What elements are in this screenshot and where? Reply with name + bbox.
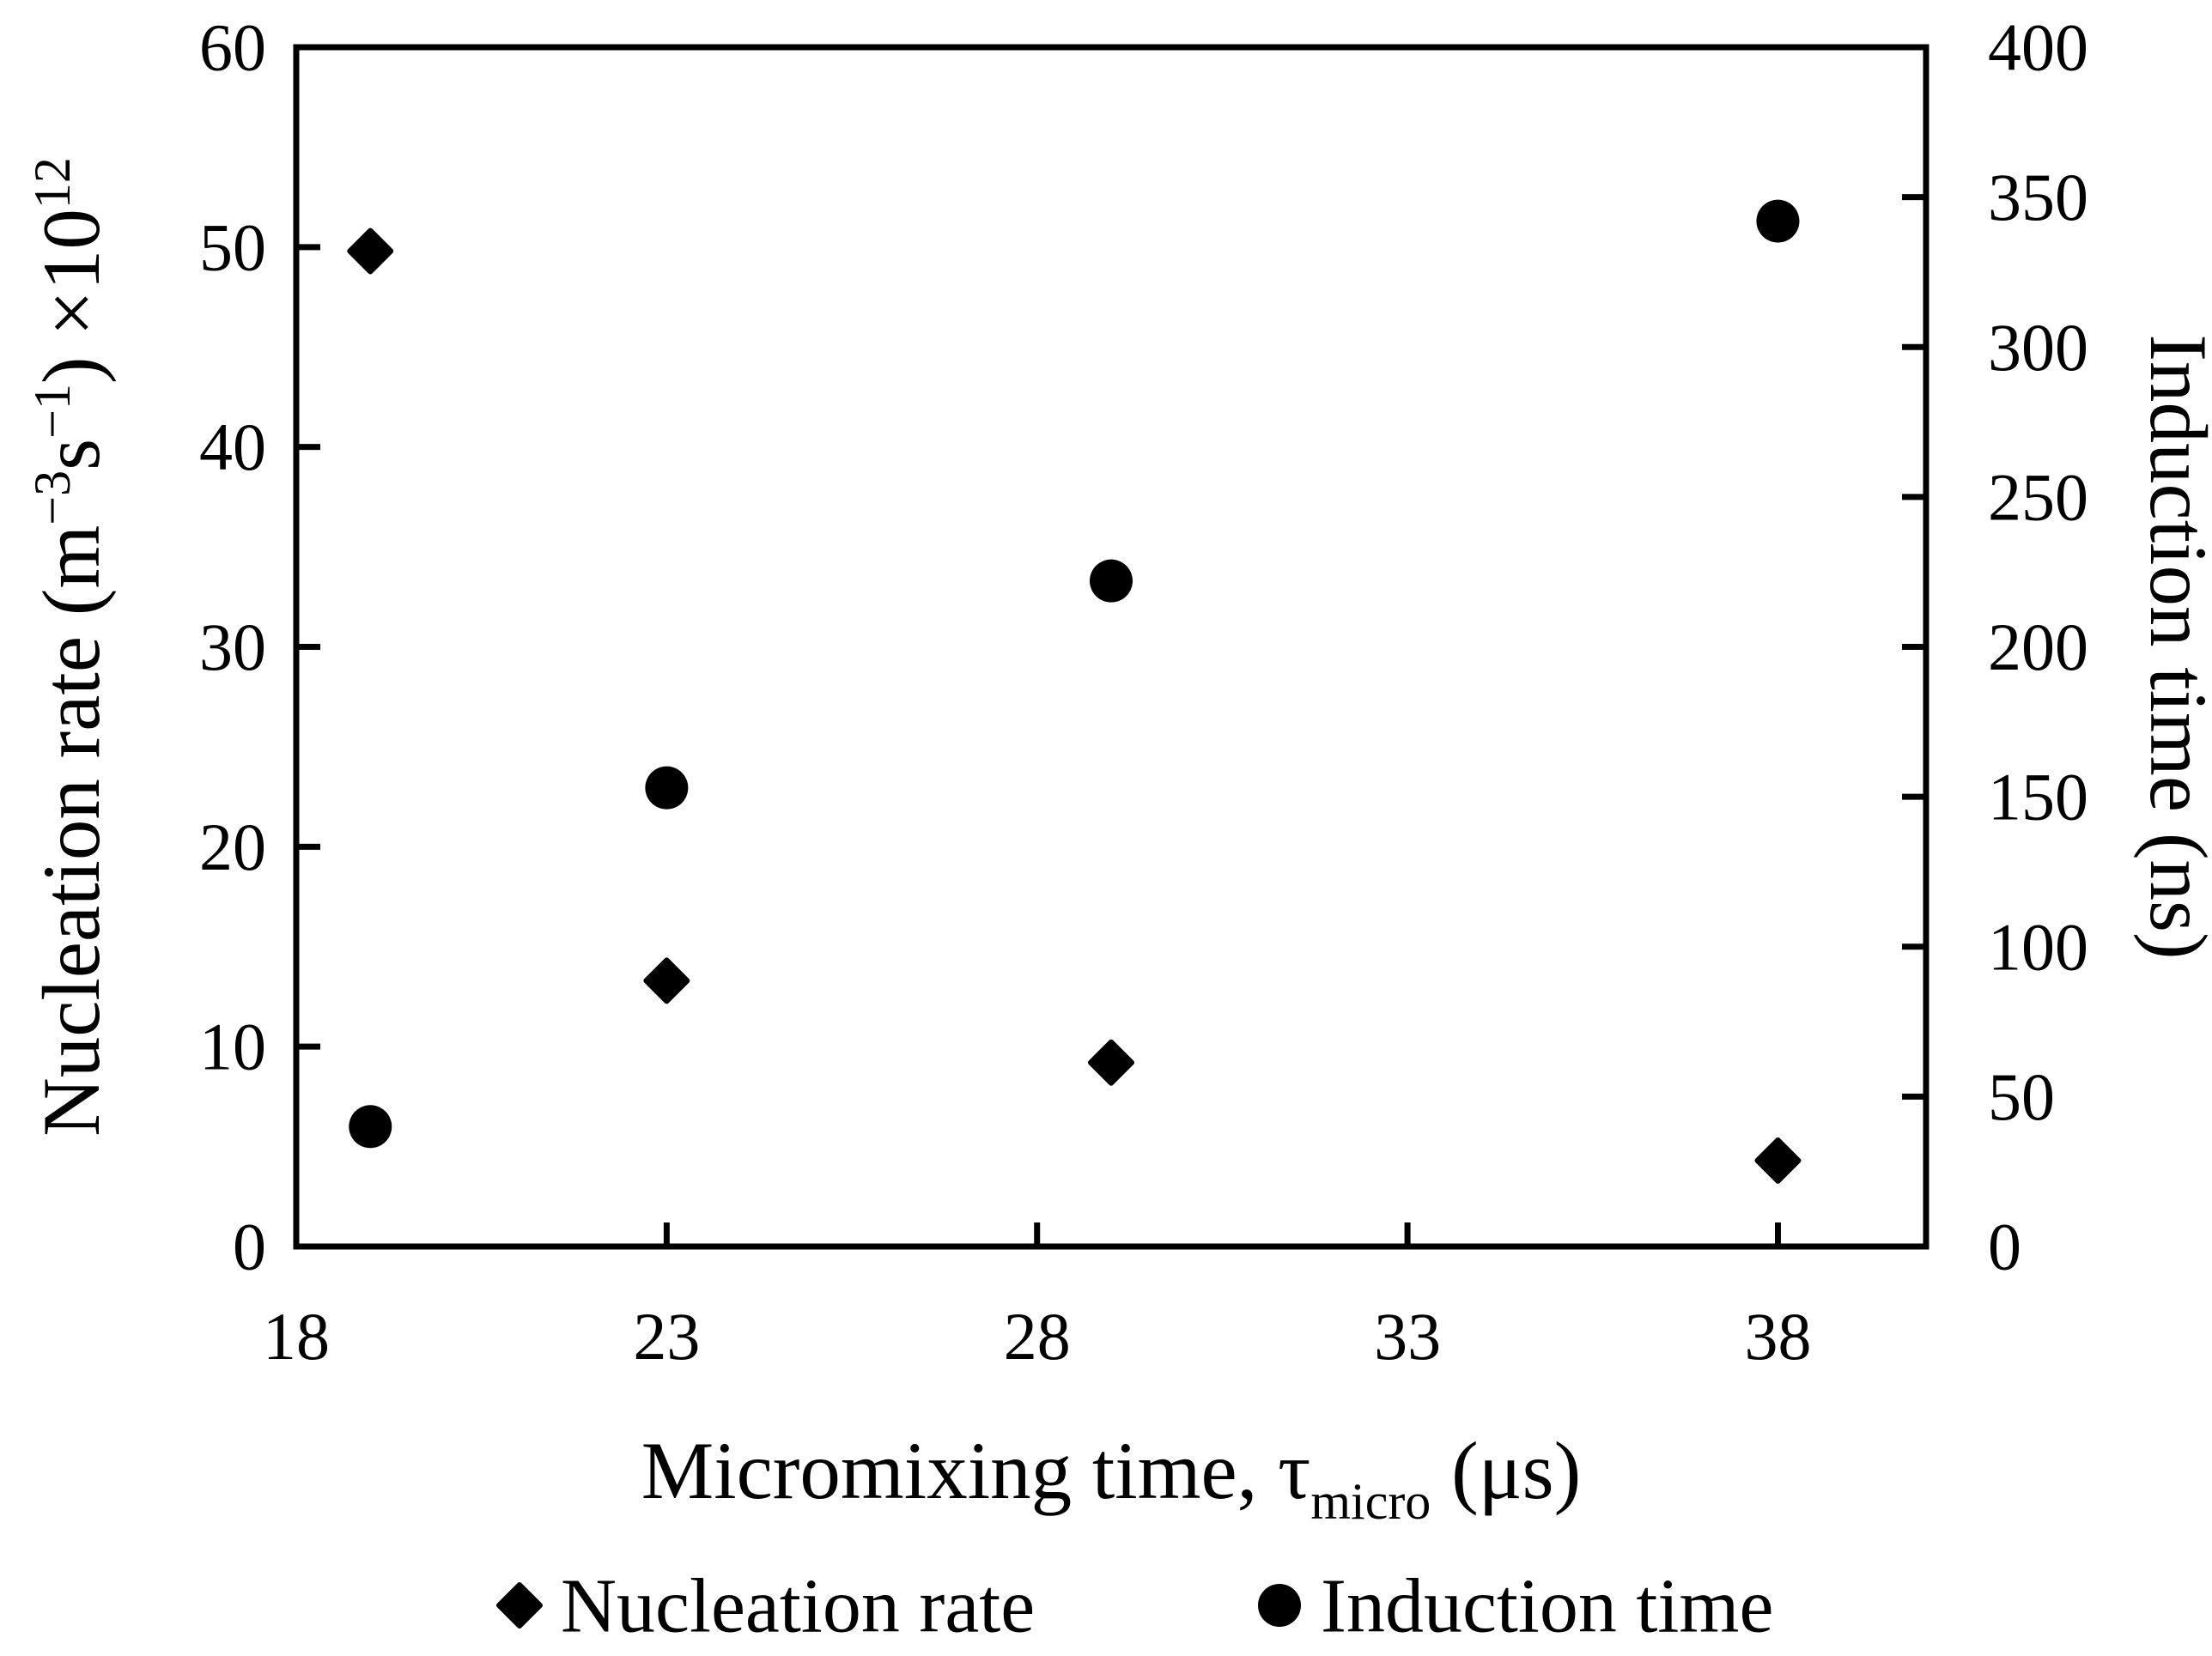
x-axis-tick-label: 28 bbox=[1004, 1299, 1071, 1374]
right-axis-tick-label: 400 bbox=[1988, 10, 2088, 85]
left-axis-tick-label: 10 bbox=[199, 1010, 266, 1084]
axis-title-segment: −3 bbox=[24, 470, 81, 525]
x-axis-tick-label: 33 bbox=[1374, 1299, 1441, 1374]
legend-diamond-icon bbox=[496, 1582, 543, 1629]
x-axis-tick-label: 18 bbox=[263, 1299, 330, 1374]
right-axis-tick-label: 350 bbox=[1988, 160, 2088, 234]
induction-time-point bbox=[645, 766, 689, 810]
left-axis-tick-label: 20 bbox=[199, 810, 266, 884]
left-axis-tick-label: 30 bbox=[199, 610, 266, 684]
legend-circle-icon bbox=[1258, 1584, 1301, 1627]
x-axis-tick-label: 38 bbox=[1744, 1299, 1811, 1374]
nucleation-rate-point bbox=[347, 227, 394, 275]
induction-time-point bbox=[1756, 199, 1800, 243]
right-axis-tick-label: 100 bbox=[1988, 909, 2088, 984]
right-axis-title: Induction time (ns) bbox=[2133, 334, 2212, 959]
axis-title-segment: −1 bbox=[24, 384, 81, 439]
right-axis-tick-label: 50 bbox=[1988, 1059, 2055, 1134]
right-axis-tick-label: 250 bbox=[1988, 459, 2088, 534]
x-axis-tick-label: 23 bbox=[633, 1299, 700, 1374]
axis-title-segment: micro bbox=[1310, 1473, 1431, 1530]
right-axis-tick-label: 0 bbox=[1988, 1210, 2021, 1284]
right-axis-tick-label: 300 bbox=[1988, 310, 2088, 385]
axis-title-segment: s bbox=[26, 439, 117, 470]
legend-item: Induction time bbox=[1258, 1564, 1773, 1649]
nucleation-rate-point bbox=[1754, 1137, 1802, 1184]
axis-title-segment: (μs) bbox=[1431, 1425, 1581, 1516]
nucleation-rate-point bbox=[1088, 1039, 1134, 1086]
axis-title-segment: ) ×10 bbox=[26, 209, 117, 384]
left-axis-tick-label: 60 bbox=[199, 10, 266, 85]
axis-title-segment: Induction time (ns) bbox=[2133, 334, 2212, 959]
nucleation-rate-point bbox=[643, 957, 690, 1004]
axis-title-segment: Nucleation rate (m bbox=[26, 525, 117, 1137]
axis-title-segment: 12 bbox=[24, 157, 81, 209]
right-axis-tick-label: 200 bbox=[1988, 610, 2088, 684]
induction-time-point bbox=[1090, 559, 1133, 603]
left-axis-tick-label: 40 bbox=[199, 409, 266, 484]
legend: Nucleation rate Induction time bbox=[496, 1564, 1773, 1649]
series-diamond bbox=[347, 227, 1802, 1184]
induction-time-point bbox=[349, 1105, 392, 1149]
right-axis-tick-label: 150 bbox=[1988, 760, 2088, 834]
series-circle bbox=[349, 199, 1800, 1149]
axis-title-segment: Micromixing time, τ bbox=[641, 1425, 1311, 1516]
legend-label: Nucleation rate bbox=[561, 1564, 1035, 1649]
legend-label: Induction time bbox=[1321, 1564, 1773, 1649]
left-axis-tick-label: 50 bbox=[199, 209, 266, 284]
x-axis-title: Micromixing time, τmicro (μs) bbox=[641, 1425, 1582, 1530]
left-axis-tick-label: 0 bbox=[233, 1210, 266, 1284]
legend-item: Nucleation rate bbox=[496, 1564, 1035, 1649]
left-axis-title: Nucleation rate (m−3s−1) ×1012 bbox=[24, 157, 117, 1137]
